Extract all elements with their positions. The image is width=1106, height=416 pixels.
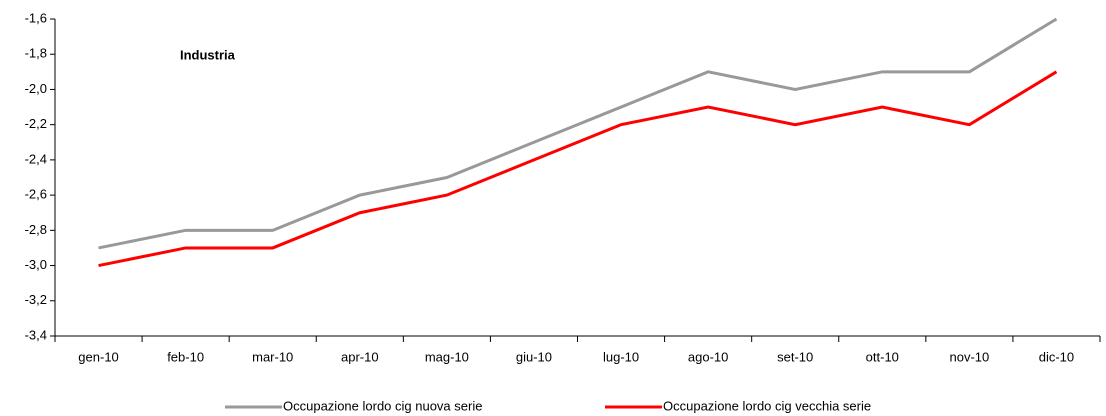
x-tick-label: lug-10 xyxy=(603,349,639,364)
y-tick-label: -2,4 xyxy=(25,151,47,166)
legend-label: Occupazione lordo cig nuova serie xyxy=(283,398,482,413)
x-tick-label: gen-10 xyxy=(78,349,118,364)
x-tick-label: apr-10 xyxy=(341,349,379,364)
x-tick-label: set-10 xyxy=(777,349,813,364)
y-tick-label: -1,6 xyxy=(25,10,47,25)
x-tick-label: mag-10 xyxy=(425,349,469,364)
x-tick-label: dic-10 xyxy=(1039,349,1074,364)
y-tick-label: -3,0 xyxy=(25,257,47,272)
x-tick-label: ott-10 xyxy=(866,349,899,364)
y-tick-label: -2,8 xyxy=(25,222,47,237)
chart-annotation: Industria xyxy=(180,47,236,62)
y-tick-label: -3,4 xyxy=(25,327,47,342)
y-tick-label: -2,0 xyxy=(25,81,47,96)
x-tick-label: nov-10 xyxy=(950,349,990,364)
legend-label: Occupazione lordo cig vecchia serie xyxy=(663,398,871,413)
y-tick-label: -2,6 xyxy=(25,187,47,202)
y-tick-label: -3,2 xyxy=(25,292,47,307)
series-line xyxy=(98,17,1058,250)
x-tick-label: feb-10 xyxy=(167,349,204,364)
y-tick-label: -1,8 xyxy=(25,46,47,61)
series-line xyxy=(98,70,1058,268)
x-tick-label: mar-10 xyxy=(252,349,293,364)
x-tick-label: giu-10 xyxy=(516,349,552,364)
y-tick-label: -2,2 xyxy=(25,116,47,131)
x-tick-label: ago-10 xyxy=(688,349,728,364)
